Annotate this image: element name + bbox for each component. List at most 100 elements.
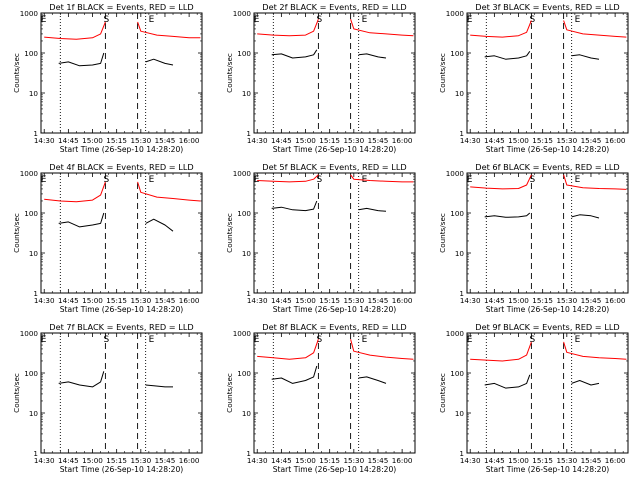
orbit-event-marker: E: [41, 175, 47, 185]
x-tick-label: 15:15: [532, 456, 553, 465]
y-tick-label: 10: [242, 249, 252, 258]
event-rate-line: [571, 380, 600, 386]
x-tick-label: 14:45: [58, 456, 79, 465]
x-tick-label: 14:30: [247, 136, 268, 145]
x-tick-label: 15:30: [343, 136, 364, 145]
x-tick-label: 15:00: [508, 456, 529, 465]
y-tick-label: 100: [237, 209, 251, 218]
lld-rate-line: [470, 20, 532, 38]
x-tick-label: 14:45: [271, 296, 292, 305]
x-axis-label: Start Time (26-Sep-10 14:28:20): [273, 145, 397, 154]
event-rate-line: [145, 58, 174, 66]
plot-frame: [466, 332, 629, 454]
y-tick-label: 1: [33, 129, 38, 138]
x-tick-label: 15:15: [106, 136, 127, 145]
orbit-event-marker: S: [530, 335, 536, 345]
plot-frame: [40, 332, 203, 454]
x-axis-label: Start Time (26-Sep-10 14:28:20): [273, 465, 397, 474]
y-axis-label: Counts/sec: [438, 373, 447, 413]
event-rate-line: [58, 371, 105, 388]
x-tick-label: 15:00: [82, 136, 103, 145]
chart-title: Det 5f BLACK = Events, RED = LLD: [262, 162, 406, 172]
x-tick-label: 14:30: [247, 296, 268, 305]
orbit-event-marker: E: [575, 175, 581, 185]
orbit-event-marker: S: [104, 15, 110, 25]
x-tick-label: 15:15: [532, 296, 553, 305]
y-tick-label: 10: [29, 249, 39, 258]
y-tick-label: 1000: [446, 329, 465, 338]
x-tick-label: 16:00: [605, 136, 626, 145]
x-tick-label: 15:45: [368, 296, 389, 305]
x-tick-label: 14:30: [460, 136, 481, 145]
x-tick-label: 14:45: [484, 456, 505, 465]
chart-title: Det 8f BLACK = Events, RED = LLD: [262, 322, 406, 332]
y-tick-label: 1: [33, 449, 38, 458]
plot-frame: [253, 12, 416, 134]
x-tick-label: 16:00: [179, 296, 200, 305]
y-tick-label: 100: [450, 49, 464, 58]
y-tick-label: 1: [33, 289, 38, 298]
x-tick-label: 16:00: [179, 456, 200, 465]
chart-panel-8: Det 8f BLACK = Events, RED = LLD 1 10 100 10…: [225, 322, 416, 474]
y-tick-label: 1000: [20, 9, 39, 18]
y-tick-label: 1000: [446, 9, 465, 18]
event-rate-line: [271, 200, 318, 212]
y-tick-label: 100: [24, 209, 38, 218]
event-rate-line: [358, 376, 387, 384]
x-tick-label: 15:45: [581, 136, 602, 145]
y-tick-label: 1000: [20, 169, 39, 178]
y-tick-label: 1000: [233, 9, 252, 18]
x-tick-label: 16:00: [179, 136, 200, 145]
x-tick-label: 15:30: [343, 296, 364, 305]
event-rate-line: [58, 212, 105, 228]
y-tick-label: 10: [29, 409, 39, 418]
event-rate-line: [145, 384, 173, 388]
chart-panel-7: Det 7f BLACK = Events, RED = LLD 1 10 100 10…: [12, 322, 203, 474]
lld-rate-line: [44, 21, 106, 40]
x-tick-label: 15:45: [155, 456, 176, 465]
chart-title: Det 1f BLACK = Events, RED = LLD: [49, 2, 193, 12]
lld-rate-line: [257, 19, 319, 37]
x-tick-label: 14:30: [34, 456, 55, 465]
x-tick-label: 14:30: [247, 456, 268, 465]
x-tick-label: 15:15: [106, 296, 127, 305]
lld-rate-line: [350, 174, 414, 183]
lld-rate-line: [350, 339, 414, 360]
event-rate-line: [484, 212, 531, 218]
orbit-event-marker: E: [41, 335, 47, 345]
orbit-event-marker: E: [467, 175, 473, 185]
plot-frame: [253, 172, 416, 294]
x-tick-label: 15:00: [508, 136, 529, 145]
chart-title: Det 3f BLACK = Events, RED = LLD: [475, 2, 619, 12]
x-tick-label: 15:15: [106, 456, 127, 465]
x-tick-label: 15:30: [130, 296, 151, 305]
orbit-event-marker: E: [362, 15, 368, 25]
x-tick-label: 15:30: [556, 456, 577, 465]
y-tick-label: 1: [246, 129, 251, 138]
y-tick-label: 10: [29, 89, 39, 98]
x-tick-label: 16:00: [605, 456, 626, 465]
y-tick-label: 1000: [446, 169, 465, 178]
x-tick-label: 15:30: [130, 136, 151, 145]
orbit-event-marker: E: [575, 15, 581, 25]
plot-frame: [466, 12, 629, 134]
plot-frame: [253, 332, 416, 454]
event-rate-line: [358, 207, 387, 212]
x-axis-label: Start Time (26-Sep-10 14:28:20): [486, 465, 610, 474]
y-tick-label: 1000: [20, 329, 39, 338]
x-axis-label: Start Time (26-Sep-10 14:28:20): [486, 305, 610, 314]
chart-panel-9: Det 9f BLACK = Events, RED = LLD 1 10 100 10…: [438, 322, 629, 474]
orbit-event-marker: E: [41, 15, 47, 25]
y-axis-label: Counts/sec: [438, 213, 447, 253]
x-tick-label: 15:15: [319, 136, 340, 145]
event-rate-line: [358, 53, 387, 59]
y-tick-label: 100: [24, 369, 38, 378]
y-tick-label: 10: [455, 89, 465, 98]
orbit-event-marker: E: [254, 175, 260, 185]
chart-panel-5: Det 5f BLACK = Events, RED = LLD 1 10 100 10…: [225, 162, 416, 314]
event-rate-line: [58, 52, 105, 67]
lld-rate-line: [563, 341, 627, 360]
event-rate-line: [571, 214, 600, 219]
y-tick-label: 1: [246, 449, 251, 458]
